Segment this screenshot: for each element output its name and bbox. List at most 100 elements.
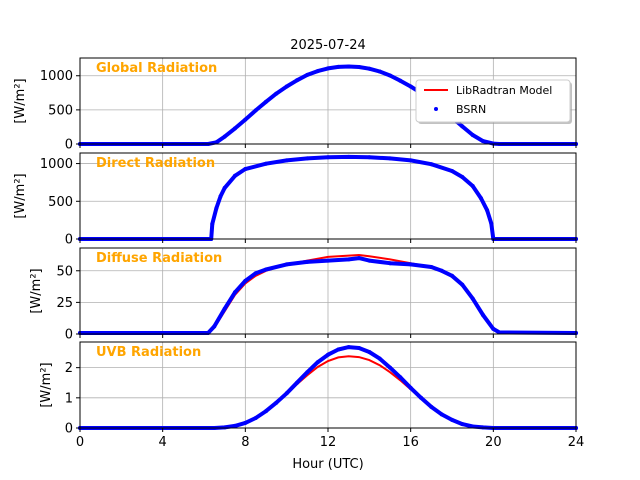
data-point-bsrn [408,385,413,390]
y-axis-label: [W/m²] [29,268,44,313]
data-point-bsrn [326,66,330,71]
data-point-bsrn [388,365,392,370]
data-point-bsrn [470,296,475,301]
data-point-bsrn [305,156,310,161]
data-point-bsrn [429,162,434,167]
series-trace-bsrn [78,64,578,146]
data-point-bsrn [243,420,248,425]
legend: LibRadtran Model BSRN [415,79,572,124]
data-point-bsrn [460,175,465,179]
data-point-bsrn [346,64,351,69]
data-point-bsrn [305,370,310,375]
data-point-bsrn [450,417,454,422]
y-tick-label: 0 [65,138,73,153]
data-point-bsrn [439,268,444,273]
data-point-bsrn [214,140,219,145]
panel-title: UVB Radiation [96,345,201,360]
data-point-bsrn [274,400,279,405]
y-tick-label: 0 [65,422,73,437]
data-point-bsrn [481,313,485,317]
y-tick-label: 1000 [40,157,73,172]
data-point-bsrn [243,278,248,283]
data-point-bsrn [489,221,494,226]
x-axis-label: Hour (UTC) [292,457,363,472]
data-point-bsrn [264,161,268,166]
data-point-bsrn [315,69,320,74]
data-point-bsrn [264,409,268,414]
y-tick-label: 25 [56,296,73,311]
data-point-bsrn [346,154,351,159]
data-point-bsrn [439,412,444,417]
data-point-bsrn [284,158,289,163]
data-point-bsrn [470,184,475,188]
data-point-bsrn [264,99,268,104]
data-point-bsrn [491,326,496,331]
data-point-bsrn [222,185,227,190]
data-point-bsrn [253,271,258,276]
data-point-bsrn [377,356,382,361]
y-tick-label: 1 [65,391,73,406]
data-point-bsrn [429,404,434,409]
y-axis-label: [W/m²] [39,362,54,407]
data-point-bsrn [274,91,279,96]
data-point-bsrn [253,416,258,420]
data-point-bsrn [210,221,215,226]
y-tick-label: 500 [48,103,73,118]
data-point-bsrn [336,64,341,69]
data-point-bsrn [212,324,217,329]
data-point-bsrn [233,126,237,131]
data-point-bsrn [295,380,299,385]
data-point-bsrn [398,78,403,83]
data-point-bsrn [315,360,320,365]
data-point-bsrn [460,124,465,129]
x-tick-label: 16 [402,435,419,450]
legend-model-label: LibRadtran Model [456,84,552,97]
data-point-bsrn [326,155,330,160]
data-point-bsrn [398,375,403,380]
data-point-bsrn [295,78,299,83]
data-point-bsrn [305,259,310,264]
data-point-bsrn [408,84,413,89]
y-tick-label: 500 [48,195,73,210]
data-point-bsrn [388,261,392,266]
data-point-bsrn [357,65,361,69]
panel-1: 0 500 1000 Global Radiation [W/m²] [13,57,578,153]
y-tick-label: 50 [56,264,73,279]
x-tick-label: 0 [76,435,84,450]
panel-title: Diffuse Radiation [96,251,222,266]
y-tick-label: 0 [65,233,73,248]
panel-title: Global Radiation [96,61,217,76]
data-point-bsrn [222,425,227,430]
data-point-bsrn [214,206,219,211]
x-tick-label: 8 [241,435,249,450]
data-point-bsrn [485,208,490,213]
x-tick-label: 12 [320,435,337,450]
data-point-bsrn [377,69,382,74]
x-tick-label: 24 [568,435,585,450]
data-point-bsrn [253,108,258,113]
data-point-bsrn [367,350,372,354]
data-point-bsrn [222,306,227,311]
data-point-bsrn [284,262,289,267]
figure-title: 2025-07-24 [290,38,366,53]
data-point-bsrn [222,134,227,139]
y-tick-label: 1000 [40,69,73,84]
data-point-bsrn [218,194,223,199]
data-point-bsrn [284,84,289,89]
panel-2: 0 500 1000 Direct Radiation [W/m²] [13,152,578,248]
data-point-bsrn [243,167,248,171]
data-point-bsrn [429,265,434,269]
y-tick-label: 2 [65,361,73,376]
data-point-bsrn [305,72,310,77]
data-point-bsrn [367,66,372,71]
data-point-bsrn [264,267,268,272]
data-point-bsrn [357,256,361,261]
data-point-bsrn [481,139,485,144]
data-point-bsrn [336,347,341,352]
data-point-bsrn [326,258,330,263]
data-point-bsrn [233,173,237,178]
data-point-bsrn [478,196,483,201]
data-point-bsrn [233,423,237,428]
